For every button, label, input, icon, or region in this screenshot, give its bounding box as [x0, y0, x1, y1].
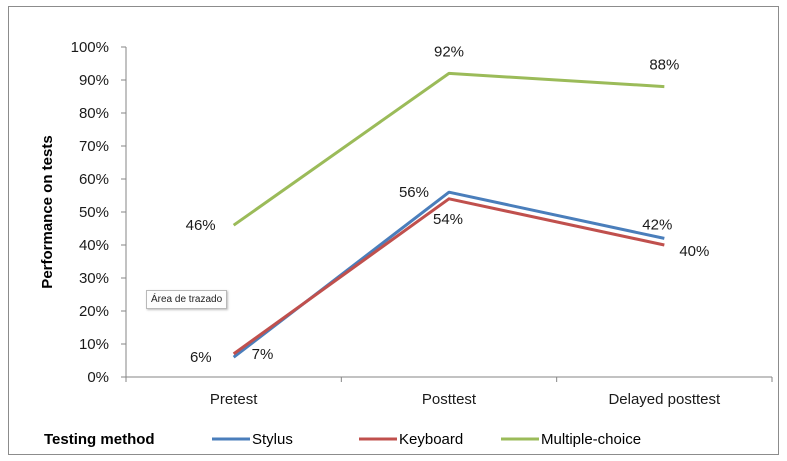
y-tick-label: 70%	[79, 138, 109, 155]
y-tick-label: 20%	[79, 303, 109, 320]
y-tick-label: 50%	[79, 204, 109, 221]
y-tick-label: 30%	[79, 270, 109, 287]
legend: Testing method Stylus Keyboard Multiple-ch…	[44, 431, 641, 448]
y-tick-label: 100%	[71, 39, 109, 56]
data-label-stylus: 42%	[642, 216, 672, 233]
data-label-multiple-choice: 92%	[434, 43, 464, 60]
legend-label-keyboard: Keyboard	[399, 431, 463, 448]
legend-title: Testing method	[44, 431, 155, 448]
y-tick-label: 10%	[79, 336, 109, 353]
data-label-multiple-choice: 88%	[649, 57, 679, 74]
plot-area-tooltip: Área de trazado	[146, 290, 228, 309]
legend-label-multiple-choice: Multiple-choice	[541, 431, 641, 448]
series-lines	[232, 71, 665, 359]
y-tick-label: 80%	[79, 105, 109, 122]
x-tick-label: Pretest	[210, 391, 258, 408]
x-tick-label: Delayed posttest	[608, 391, 721, 408]
y-axis-label: Performance on tests	[39, 135, 56, 288]
data-label-keyboard: 7%	[252, 346, 274, 363]
x-tick-label: Posttest	[422, 391, 477, 408]
series-line-keyboard	[232, 197, 665, 356]
axes: 0% 10% 20% 30% 40% 50% 60% 70% 80% 90% 100% Pretest…	[71, 39, 773, 408]
series-line-multiple-choice	[232, 71, 665, 227]
y-tick-label: 40%	[79, 237, 109, 254]
data-label-stylus: 56%	[399, 184, 429, 201]
y-tick-label: 0%	[87, 369, 109, 386]
data-labels: 6% 56% 42% 7% 54% 40% 46% 92% 88%	[186, 43, 710, 366]
data-label-stylus: 6%	[190, 349, 212, 366]
y-tick-label: 90%	[79, 72, 109, 89]
legend-label-stylus: Stylus	[252, 431, 293, 448]
data-label-keyboard: 40%	[679, 243, 709, 260]
data-label-keyboard: 54%	[433, 211, 463, 228]
y-tick-label: 60%	[79, 171, 109, 188]
chart-area	[8, 6, 779, 455]
data-label-multiple-choice: 46%	[186, 217, 216, 234]
